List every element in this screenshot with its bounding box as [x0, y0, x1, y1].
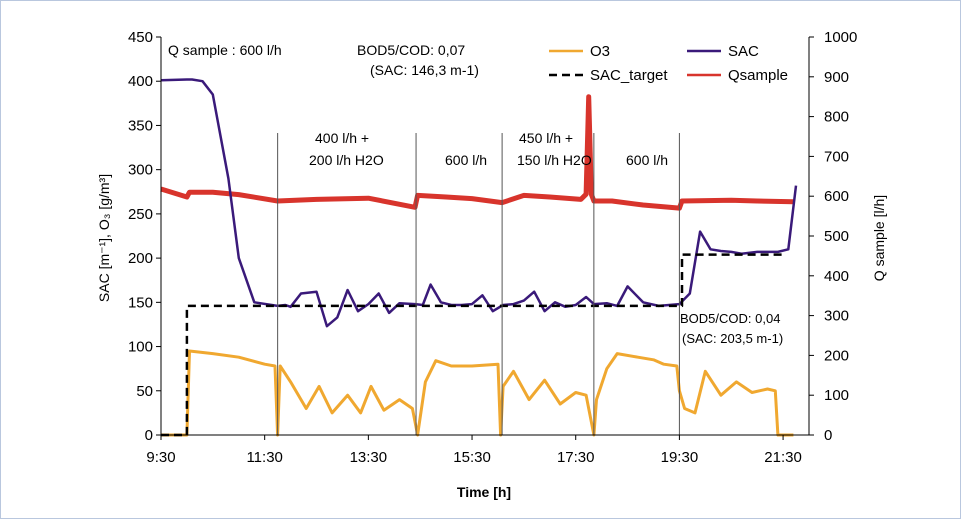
y-tick-label-right: 600 [824, 188, 849, 205]
y-tick-label-right: 1000 [824, 29, 857, 46]
annotation-phase-4b: 150 l/h H2O [517, 152, 592, 168]
x-tick-label: 19:30 [661, 449, 699, 466]
y-tick-label-right: 400 [824, 268, 849, 285]
y-tick-label-left: 150 [128, 294, 153, 311]
y-tick-label-right: 900 [824, 69, 849, 86]
series-layer [160, 78, 798, 437]
y-tick-label-right: 500 [824, 228, 849, 245]
y-axis-title-left: SAC [m⁻¹], O₃ [g/m³] [96, 174, 112, 302]
x-tick-label: 11:30 [246, 449, 282, 466]
phase-boundaries [277, 133, 680, 435]
y-tick-label-left: 300 [128, 162, 153, 179]
y-tick-label-left: 350 [128, 117, 153, 134]
x-tick-label: 17:30 [557, 449, 595, 466]
annotation-q-sample: Q sample : 600 l/h [168, 42, 282, 58]
series-qsample [160, 94, 794, 211]
y-tick-label-left: 100 [128, 339, 153, 356]
y-tick-label-right: 0 [824, 427, 832, 444]
annotation-phase-2b: 200 l/h H2O [309, 152, 384, 168]
legend-background [543, 39, 806, 87]
annotation-bod-cod-1: BOD5/COD: 0,07 [357, 42, 465, 58]
x-tick-label: 9:30 [146, 449, 175, 466]
y-tick-label-left: 450 [128, 29, 153, 46]
y-tick-label-left: 0 [145, 427, 153, 444]
series-sac-target [161, 253, 784, 437]
annotation-phase-3: 600 l/h [445, 152, 487, 168]
annotation-bod-cod-2: BOD5/COD: 0,04 [680, 311, 780, 326]
y-tick-label-left: 50 [136, 383, 153, 400]
axes-layer: 0 50 100 150 200 250 300 350 400 450 0 100 200 300 400… [128, 29, 857, 466]
annotation-sac-2: (SAC: 203,5 m-1) [682, 331, 783, 346]
y-tick-label-left: 400 [128, 73, 153, 90]
legend-label-sac: SAC [728, 43, 759, 60]
x-tick-label: 15:30 [453, 449, 491, 466]
y-tick-label-right: 300 [824, 308, 849, 325]
legend-label-o3: O3 [590, 43, 610, 60]
y-axis-title-right: Q sample [l/h] [871, 195, 887, 281]
annotation-phase-5: 600 l/h [626, 152, 668, 168]
annotation-phase-2a: 400 l/h + [315, 130, 369, 146]
x-axis-title: Time [h] [457, 484, 511, 500]
y-tick-label-right: 700 [824, 148, 849, 165]
annotation-phase-4a: 450 l/h + [519, 130, 573, 146]
x-tick-label: 13:30 [350, 449, 388, 466]
series-sac [160, 78, 798, 328]
legend-label-qsample: Qsample [728, 67, 788, 84]
x-tick-label: 21:30 [764, 449, 802, 466]
series-o3 [161, 349, 794, 437]
y-tick-label-left: 200 [128, 250, 153, 267]
y-tick-label-right: 800 [824, 109, 849, 126]
y-tick-label-left: 250 [128, 206, 153, 223]
y-tick-label-right: 100 [824, 387, 849, 404]
y-tick-label-right: 200 [824, 347, 849, 364]
legend-label-sac-target: SAC_target [590, 67, 668, 84]
legend: O3 SAC SAC_target Qsample [543, 39, 806, 87]
annotation-sac-1: (SAC: 146,3 m-1) [370, 62, 479, 78]
